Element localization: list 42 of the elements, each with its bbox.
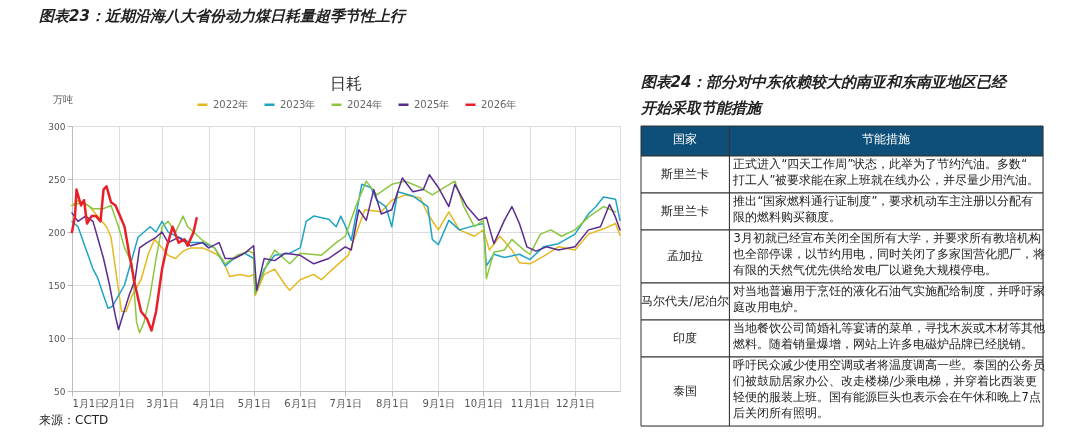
x-tick-label: 7月1日 bbox=[329, 397, 363, 409]
y-tick-label: 200 bbox=[48, 227, 66, 238]
legend-label: 2023年 bbox=[280, 98, 316, 110]
x-tick-label: 9月1日 bbox=[422, 397, 456, 409]
legend-label: 2026年 bbox=[481, 98, 517, 110]
x-tick-label: 6月1日 bbox=[284, 397, 318, 409]
text: 当地餐饮公司简婚礼等宴请的菜单，寻找木炭或木材等其他燃料。随着销量爆增，网站上许多电磁炉品牌已经脱销。 bbox=[733, 321, 1046, 351]
text: 呼吁民众减少使用空调或者将温度调高一些。泰国的公务员们被鼓励居家办公、改走楼梯/少乘电梯，并穿着比西装更轻便的服装上班。国有能源巨头也表示会在午休和晚上7点后关闭所有照明。 bbox=[733, 358, 1046, 420]
x-tick-label: 2月1日 bbox=[102, 397, 136, 409]
text: 节能措施 bbox=[862, 132, 911, 146]
line-series bbox=[70, 185, 198, 332]
x-tick-label: 12月1日 bbox=[555, 397, 596, 409]
y-tick-label: 50 bbox=[54, 386, 66, 397]
legend-label: 2025年 bbox=[414, 98, 450, 110]
text: 斯里兰卡 bbox=[661, 166, 710, 181]
text: 斯里兰卡 bbox=[661, 203, 710, 218]
y-axis-title: 万吨 bbox=[52, 93, 73, 105]
text: 推出“国家燃料通行证制度”，要求机动车主注册以分配有限的燃料购买额度。 bbox=[733, 194, 1034, 224]
y-tick-label: 300 bbox=[48, 121, 66, 132]
y-tick-label: 250 bbox=[48, 174, 66, 185]
text: 对当地普遍用于烹饪的液化石油气实施配给制度，并呼吁家庭改用电炉。 bbox=[733, 284, 1046, 314]
text: 3月初就已经宣布关闭全国所有大学，并要求所有教培机构也全部停课，以节约用电，同时关闭了多家国营化肥厂，将有限的天然气优先供给发电厂以避免大规模停电。 bbox=[733, 231, 1046, 277]
x-tick-label: 8月1日 bbox=[375, 397, 409, 409]
x-tick-label: 11月1日 bbox=[510, 397, 550, 409]
x-tick-label: 10月1日 bbox=[464, 397, 504, 409]
y-tick-label: 150 bbox=[48, 280, 66, 291]
text: 图表24：部分对中东依赖较大的南亚和东南亚地区已经开始采取节能措施 bbox=[639, 72, 1009, 117]
x-tick-label: 5月1日 bbox=[237, 397, 271, 409]
text: 泰国 bbox=[673, 383, 698, 398]
y-tick-label: 100 bbox=[48, 333, 66, 344]
x-tick-label: 4月1日 bbox=[192, 397, 226, 409]
x-tick-label: 3月1日 bbox=[146, 397, 179, 409]
text: 印度 bbox=[673, 330, 698, 345]
source-note: 来源：CCTD bbox=[39, 413, 109, 427]
text: 国家 bbox=[673, 132, 698, 146]
chart-title: 图表23：近期沿海八大省份动力煤日耗量超季节性上行 bbox=[39, 7, 407, 25]
legend-label: 2024年 bbox=[347, 98, 383, 110]
legend-label: 2022年 bbox=[213, 98, 249, 110]
text: 马尔代夫/尼泊尔 bbox=[641, 293, 730, 308]
chart-subtitle: 日耗 bbox=[330, 74, 362, 93]
text: 正式进入“四天工作周”状态，此举为了节约汽油。多数“打工人”被要求能在家上班就在线办公，并尽量少用汽油。 bbox=[732, 157, 1040, 187]
text: 孟加拉 bbox=[667, 248, 704, 263]
